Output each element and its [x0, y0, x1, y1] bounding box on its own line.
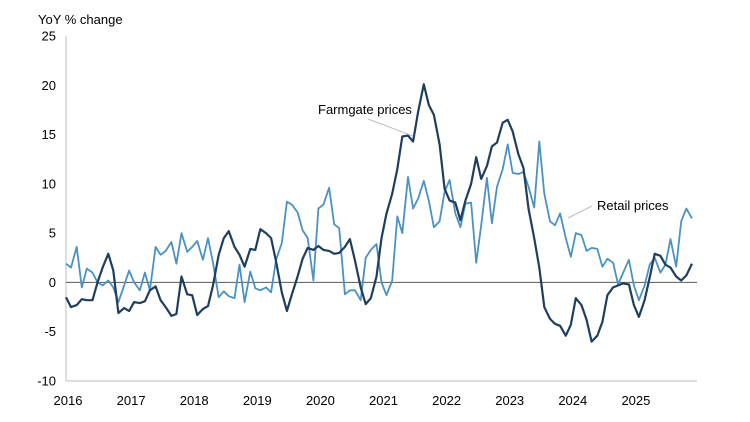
x-tick-label: 2021 [369, 393, 398, 408]
x-tick-label: 2016 [54, 393, 83, 408]
y-tick-label: 0 [49, 275, 56, 290]
farmgate-prices-line [65, 83, 693, 343]
y-tick-label: 5 [49, 226, 56, 241]
y-tick-label: 20 [42, 78, 56, 93]
farmgate-leader-line [367, 118, 414, 137]
retail-leader-line [567, 205, 593, 219]
x-tick-label: 2025 [621, 393, 650, 408]
y-tick-label: -10 [37, 374, 56, 389]
x-tick-label: 2020 [306, 393, 335, 408]
y-axis-ticks: -10 -5 0 5 10 15 20 25 [37, 29, 56, 389]
y-tick-label: -5 [44, 324, 56, 339]
retail-annotation: Retail prices [597, 198, 669, 213]
y-tick-label: 15 [42, 127, 56, 142]
x-tick-label: 2024 [558, 393, 587, 408]
x-tick-label: 2023 [495, 393, 524, 408]
farmgate-annotation: Farmgate prices [318, 102, 412, 117]
y-tick-label: 10 [42, 176, 56, 191]
x-tick-label: 2017 [117, 393, 146, 408]
y-tick-label: 25 [42, 29, 56, 44]
x-tick-label: 2018 [180, 393, 209, 408]
y-axis-title: YoY % change [38, 12, 123, 27]
retail-prices-line [65, 140, 693, 303]
x-axis-ticks: 2016 2017 2018 2019 2020 2021 2022 2023 2024 2025 [54, 393, 651, 408]
x-tick-label: 2019 [243, 393, 272, 408]
x-tick-label: 2022 [432, 393, 461, 408]
series-group [65, 83, 693, 343]
